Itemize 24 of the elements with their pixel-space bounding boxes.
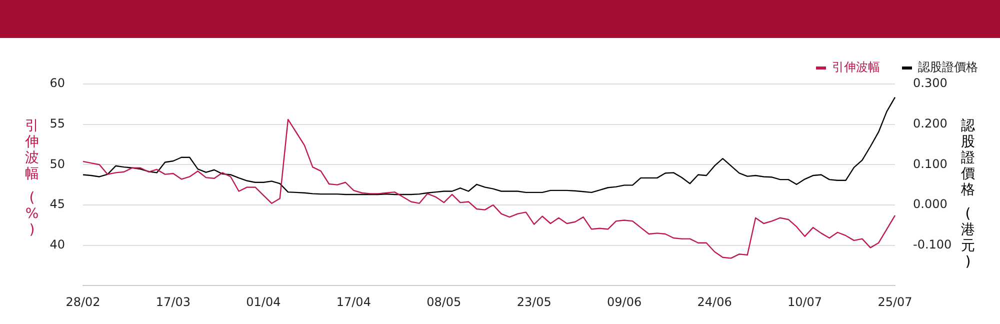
text: 認股證價格 (港元) [961, 118, 975, 270]
x-tick-label: 17/03 [156, 294, 191, 309]
legend-label: 引伸波幅 [832, 60, 880, 74]
y2-tick-label: -0.100 [913, 237, 952, 252]
x-tick-label: 08/05 [426, 294, 462, 309]
legend-label: 認股證價格 [918, 60, 978, 74]
y-tick-label: 40 [50, 237, 65, 252]
y2-tick-label: 0.000 [913, 197, 948, 212]
y2-tick-label: 0.100 [913, 156, 948, 171]
x-tick-label: 10/07 [787, 294, 822, 309]
y-tick-label: 45 [50, 197, 65, 212]
x-tick-label: 17/04 [336, 294, 371, 309]
x-tick-label: 23/05 [516, 294, 552, 309]
y2-tick-label: 0.300 [913, 76, 948, 90]
x-tick-label: 09/06 [607, 294, 642, 309]
y2-tick-label: 0.200 [913, 116, 948, 130]
y-tick-label: 60 [50, 76, 65, 90]
x-tick-label: 25/07 [878, 294, 912, 309]
x-tick-label: 01/04 [246, 294, 281, 309]
y-axis-title: 引伸波幅 (%) [24, 118, 40, 238]
y-tick-label: 50 [50, 156, 65, 171]
y-tick-label: 55 [50, 116, 65, 130]
x-tick-label: 28/02 [66, 294, 100, 309]
x-tick-label: 24/06 [697, 294, 732, 309]
